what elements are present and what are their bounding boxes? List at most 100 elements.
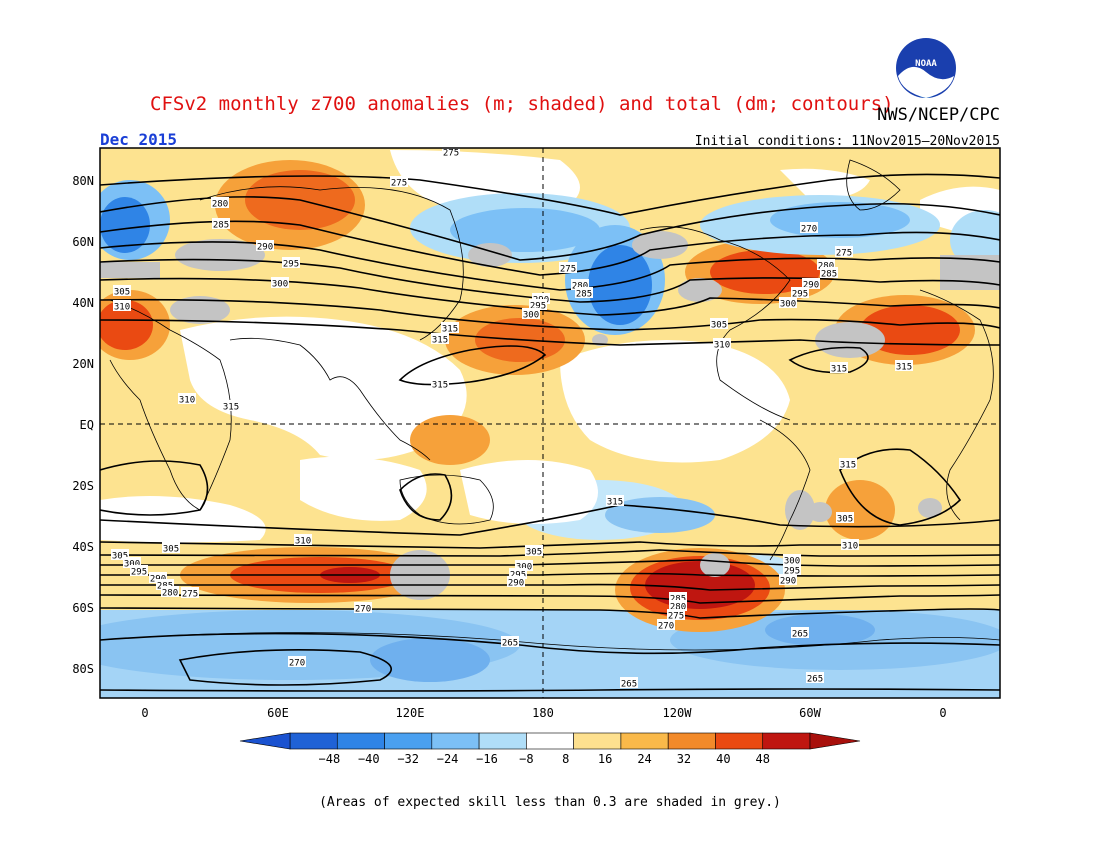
contour-label: 275	[668, 612, 684, 622]
contour-label-bg	[390, 176, 408, 187]
agency-label: NWS/NCEP/CPC	[877, 105, 1000, 125]
contour-label: 315	[432, 336, 448, 346]
contour-label: 275	[391, 179, 407, 189]
colorbar-box	[526, 732, 574, 750]
contour-label: 305	[163, 545, 179, 555]
contour-label-bg	[839, 458, 857, 469]
contour-label-bg	[802, 278, 820, 289]
contour-label: 295	[784, 567, 800, 577]
contour-label: 315	[831, 365, 847, 375]
contour-label-bg	[669, 600, 687, 611]
colorbar-box	[431, 732, 480, 750]
contour-label: 305	[711, 321, 727, 331]
colorbar: −48 −40 −32 −24 −16 −8 8 16 24 32 40 48	[239, 732, 861, 766]
lat-label: 40S	[72, 540, 94, 554]
contour-label-bg	[522, 308, 540, 319]
contour-label-bg	[156, 579, 174, 590]
contour-label-bg	[783, 554, 801, 565]
contour-label-bg	[130, 565, 148, 576]
contour-label: 300	[516, 563, 532, 573]
contour-label-bg	[779, 297, 797, 308]
colorbar-tick-label: 8	[562, 752, 569, 766]
contour-label: 285	[821, 270, 837, 280]
contour-label: 300	[272, 280, 288, 290]
contour-label-bg	[282, 257, 300, 268]
map-title: CFSv2 monthly z700 anomalies (m; shaded)…	[150, 93, 894, 115]
contour-label: 265	[792, 630, 808, 640]
noaa-logo: NOAA	[896, 38, 956, 98]
contour-label: 285	[670, 595, 686, 605]
contour-label: 265	[621, 680, 637, 690]
contour-label-bg	[525, 545, 543, 556]
contour-label-bg	[791, 287, 809, 298]
contour-label-bg	[442, 146, 460, 157]
colorbar-box	[620, 732, 669, 750]
colorbar-box	[478, 732, 527, 750]
contour-label: 265	[807, 675, 823, 685]
contour-label-bg	[211, 197, 229, 208]
contour-label-bg	[113, 285, 131, 296]
contour-label: 305	[114, 288, 130, 298]
contour-label: 270	[801, 225, 817, 235]
contour-label-bg	[113, 300, 131, 311]
colorbar-left-arrow	[239, 732, 291, 750]
contour-label: 295	[131, 568, 147, 578]
map-area	[100, 148, 1000, 698]
colorbar-tick-label: −16	[476, 752, 498, 766]
contour-label: 275	[560, 265, 576, 275]
contour-label: 270	[289, 659, 305, 669]
contour-label: 300	[523, 311, 539, 321]
contour-label-bg	[515, 560, 533, 571]
contour-label-bg	[441, 322, 459, 333]
contour-label-bg	[667, 609, 685, 620]
contour-label: 300	[780, 300, 796, 310]
contour-label-bg	[507, 576, 525, 587]
contour-label-bg	[817, 259, 835, 270]
contour-label: 300	[124, 560, 140, 570]
contour-label: 315	[896, 363, 912, 373]
colorbar-right-arrow	[809, 732, 861, 750]
lat-label: 40N	[72, 296, 94, 310]
contour-label: 315	[223, 403, 239, 413]
lon-label: 60W	[799, 706, 821, 720]
colorbar-box	[573, 732, 622, 750]
lat-label: 80N	[72, 174, 94, 188]
contour-label-bg	[509, 568, 527, 579]
contour-label: 295	[510, 571, 526, 581]
contour-label: 305	[526, 548, 542, 558]
contour-label-bg	[657, 619, 675, 630]
contour-label-bg	[791, 627, 809, 638]
contour-label-bg	[575, 287, 593, 298]
map-frame	[99, 147, 1001, 699]
colorbar-box	[667, 732, 716, 750]
contour-label: 280	[212, 200, 228, 210]
lat-label: 60N	[72, 235, 94, 249]
contour-label-bg	[606, 495, 624, 506]
contour-label-bg	[111, 549, 129, 560]
lon-label: 60E	[267, 706, 289, 720]
latitude-labels: 80N 60N 40N 20N EQ 20S 40S 60S 80S	[72, 174, 94, 676]
contour-label-bg	[162, 542, 180, 553]
contour-label-bg	[431, 378, 449, 389]
contour-label: 290	[257, 243, 273, 253]
colorbar-box	[715, 732, 764, 750]
contour-label: 280	[572, 282, 588, 292]
contour-label: 310	[842, 542, 858, 552]
contour-label: 295	[792, 290, 808, 300]
colorbar-tick-label: −48	[319, 752, 341, 766]
contour-label-bg	[178, 393, 196, 404]
contour-label-bg	[149, 572, 167, 583]
contour-label-bg	[830, 362, 848, 373]
lat-label: EQ	[80, 418, 94, 432]
contour-label: 280	[162, 589, 178, 599]
skill-footnote: (Areas of expected skill less than 0.3 a…	[319, 795, 781, 810]
lon-label: 120W	[663, 706, 693, 720]
contour-label: 270	[658, 622, 674, 632]
reference-lines	[100, 148, 1000, 698]
contour-label-bg	[841, 539, 859, 550]
contour-label: 275	[182, 590, 198, 600]
initial-conditions: Initial conditions: 11Nov2015–20Nov2015	[695, 134, 1000, 149]
contour-label: 315	[840, 461, 856, 471]
contour-label: 280	[818, 262, 834, 272]
